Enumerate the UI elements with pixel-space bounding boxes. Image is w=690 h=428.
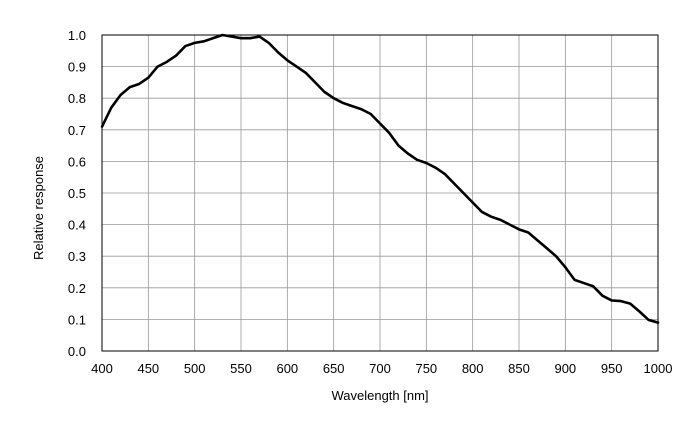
y-tick-label: 0.2 bbox=[68, 281, 86, 296]
y-tick-label: 0.6 bbox=[68, 154, 86, 169]
y-tick-label: 0.5 bbox=[68, 186, 86, 201]
x-tick-label: 950 bbox=[601, 361, 623, 376]
x-tick-label: 600 bbox=[276, 361, 298, 376]
x-tick-label: 400 bbox=[91, 361, 113, 376]
x-tick-label: 500 bbox=[184, 361, 206, 376]
y-axis-tick-labels: 0.0 0.1 0.2 0.3 0.4 0.5 0.6 0.7 0.8 0.9 1.0 bbox=[68, 28, 86, 359]
y-tick-label: 0.7 bbox=[68, 123, 86, 138]
x-axis-title: Wavelength [nm] bbox=[331, 388, 428, 403]
y-tick-label: 0.3 bbox=[68, 249, 86, 264]
x-tick-label: 850 bbox=[508, 361, 530, 376]
x-tick-label: 550 bbox=[230, 361, 252, 376]
plot-area-frame bbox=[101, 34, 659, 352]
y-tick-label: 0.9 bbox=[68, 60, 86, 75]
x-tick-label: 700 bbox=[369, 361, 391, 376]
x-tick-label: 900 bbox=[554, 361, 576, 376]
y-tick-label: 0.8 bbox=[68, 91, 86, 106]
y-tick-label: 0.0 bbox=[68, 344, 86, 359]
y-tick-label: 1.0 bbox=[68, 28, 86, 43]
y-tick-label: 0.4 bbox=[68, 218, 86, 233]
y-axis-title: Relative response bbox=[31, 156, 46, 260]
y-tick-label: 0.1 bbox=[68, 312, 86, 327]
x-axis-tick-labels: 400 450 500 550 600 650 700 750 800 850 900 950 1000 bbox=[91, 361, 672, 376]
relative-response-curve bbox=[100, 33, 660, 324]
x-tick-label: 1000 bbox=[644, 361, 673, 376]
x-tick-label: 450 bbox=[137, 361, 159, 376]
series-layer bbox=[100, 33, 660, 324]
x-tick-label: 800 bbox=[462, 361, 484, 376]
x-tick-label: 650 bbox=[323, 361, 345, 376]
gridlines bbox=[101, 34, 659, 352]
x-tick-label: 750 bbox=[415, 361, 437, 376]
